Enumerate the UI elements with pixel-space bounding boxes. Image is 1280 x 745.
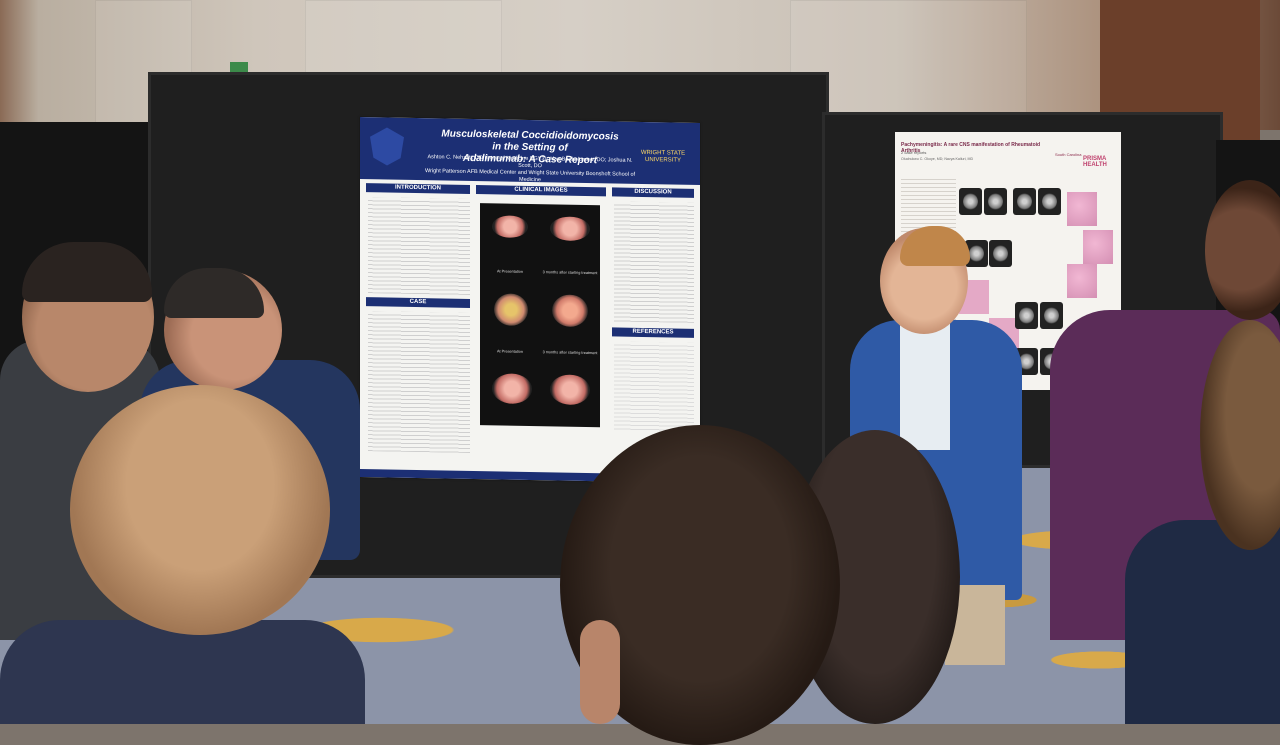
ct-image-panel: At Presentation 3 months after starting …: [480, 203, 600, 428]
ct-label: At Presentation: [497, 349, 523, 354]
poster-author-list: Ashton C. Nehzati, DO (Internal Medicine…: [427, 154, 633, 170]
person-left-man-hair: [22, 242, 152, 302]
histology-image: [1083, 230, 1113, 264]
ct-scan-image: [494, 293, 528, 326]
poster2-authors: Oluchukwu C. Okoye, MD; Navya Kalluri, M…: [901, 157, 974, 161]
mri-image: [1013, 188, 1036, 215]
ct-label: 3 months after starting treatment: [542, 270, 598, 276]
air-force-shield-icon: [370, 127, 404, 166]
ct-scan-image: [550, 216, 590, 242]
person-right-woman-hair: [1200, 320, 1280, 550]
poster-authors: Ashton C. Nehzati, DO (Internal Medicine…: [420, 154, 640, 186]
ct-scan-image: [492, 373, 532, 405]
mri-image: [1015, 302, 1038, 329]
section-introduction: INTRODUCTION: [366, 183, 470, 194]
exit-sign: [230, 62, 248, 74]
discussion-text-block: [614, 201, 694, 323]
wall-panel: [790, 0, 1027, 120]
case-text-block: [368, 311, 470, 453]
person-front-center-ear: [580, 620, 620, 724]
mri-image: [989, 240, 1012, 267]
ct-scan-image: [552, 294, 588, 328]
section-discussion: DISCUSSION: [612, 187, 694, 198]
mri-image: [984, 188, 1007, 215]
research-poster-main: Musculoskeletal Coccidioidomycosis in th…: [360, 117, 700, 483]
person-purple-shirt-head: [1205, 180, 1280, 320]
person-woman-hair: [70, 385, 330, 635]
poster2-logo-left: South Carolina: [1055, 152, 1082, 157]
intro-text-block: [368, 197, 470, 295]
ct-scan-image: [492, 215, 528, 238]
mri-image: [959, 188, 982, 215]
poster2-title: Pachymeningitis: A rare CNS manifestatio…: [901, 142, 1041, 154]
presenter-hair: [900, 226, 970, 266]
section-references: REFERENCES: [612, 327, 694, 338]
section-case: CASE: [366, 297, 470, 308]
ct-scan-image: [550, 374, 590, 406]
histology-image: [1067, 192, 1097, 226]
mri-image: [1038, 188, 1061, 215]
poster-title-line1: Musculoskeletal Coccidioidomycosis in th…: [441, 128, 619, 154]
ct-label: At Presentation: [497, 269, 523, 274]
person-woman-shoulders: [0, 620, 365, 724]
person-uniform-hair: [164, 268, 264, 318]
presenter-shirt: [900, 320, 950, 450]
histology-image: [1067, 264, 1097, 298]
ct-label: 3 months after starting treatment: [542, 350, 598, 356]
person-right-woman-jacket: [1125, 520, 1280, 724]
section-clinical-images: CLINICAL IMAGES: [476, 185, 606, 197]
poster-header: Musculoskeletal Coccidioidomycosis in th…: [360, 117, 700, 185]
poster-affiliation: Wright Patterson AFB Medical Center and …: [424, 168, 636, 184]
university-logo: WRIGHT STATE UNIVERSITY: [640, 149, 686, 164]
poster2-subtitle: 2 case reports: [901, 150, 927, 155]
references-text-block: [614, 341, 694, 433]
poster2-logo-right: PRISMA HEALTH: [1083, 156, 1107, 168]
mri-image: [965, 240, 988, 267]
mri-image: [1040, 302, 1063, 329]
